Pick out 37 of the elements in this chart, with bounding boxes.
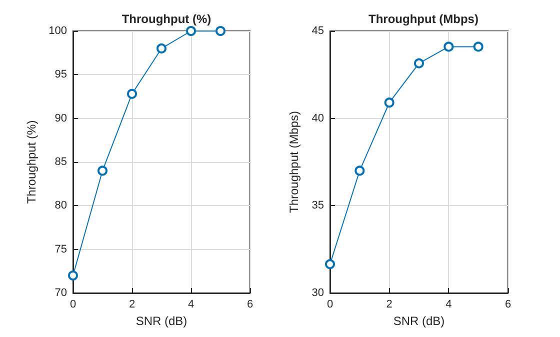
point: [98, 166, 108, 176]
point: [216, 26, 226, 36]
x-tick-label: 6: [504, 298, 512, 310]
x-tick-label: 2: [386, 298, 392, 310]
y-axis-title: Throughput (Mbps): [287, 110, 301, 214]
point: [127, 88, 137, 99]
chart-title: Throughput (Mbps): [368, 12, 478, 26]
y-tick-label: 45: [312, 25, 324, 37]
y-tick-label: 85: [54, 156, 67, 168]
point: [444, 42, 454, 52]
x-axis-title: SNR (dB): [136, 314, 188, 328]
y-axis-title: Throughput (%): [24, 120, 39, 204]
x-tick-label: 4: [446, 298, 452, 310]
x-axis-title: SNR (dB): [393, 314, 445, 328]
point: [414, 58, 424, 68]
x-tick-label: 0: [326, 298, 334, 310]
chart-title: Throughput (%): [122, 12, 212, 26]
point: [473, 42, 484, 52]
y-tick-label: 75: [54, 243, 67, 256]
x-tick-label: 6: [246, 298, 254, 310]
point: [384, 98, 394, 108]
y-tick-label: 100: [48, 25, 67, 37]
point: [325, 259, 335, 270]
y-tick-label: 70: [54, 287, 67, 299]
y-tick-label: 30: [312, 287, 324, 299]
point: [68, 270, 78, 281]
y-tick-label: 90: [54, 112, 67, 124]
point: [354, 166, 365, 176]
point: [186, 26, 196, 36]
x-tick-label: 0: [70, 298, 76, 310]
x-tick-label: 2: [128, 298, 136, 310]
x-tick-label: 4: [188, 298, 194, 310]
y-tick-label: 40: [312, 112, 324, 124]
point: [156, 43, 166, 54]
y-tick-label: 80: [54, 200, 67, 212]
y-tick-label: 95: [54, 68, 67, 81]
y-tick-label: 35: [312, 200, 324, 212]
